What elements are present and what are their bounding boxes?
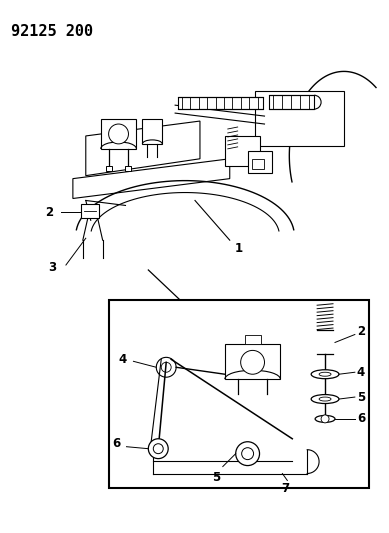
Ellipse shape bbox=[315, 415, 335, 422]
Text: 5: 5 bbox=[357, 391, 365, 403]
Bar bbox=[248, 151, 272, 173]
Ellipse shape bbox=[319, 372, 331, 376]
Text: 5: 5 bbox=[212, 471, 220, 483]
Circle shape bbox=[156, 357, 176, 377]
Bar bbox=[101, 119, 137, 149]
Text: 7: 7 bbox=[281, 482, 289, 496]
Bar bbox=[245, 335, 261, 344]
Circle shape bbox=[241, 350, 265, 374]
Text: 4: 4 bbox=[357, 366, 365, 379]
Circle shape bbox=[148, 439, 168, 458]
Text: 2: 2 bbox=[45, 206, 53, 219]
Circle shape bbox=[242, 448, 254, 459]
Bar bbox=[225, 344, 280, 379]
Text: 4: 4 bbox=[118, 353, 126, 366]
Bar bbox=[270, 95, 314, 109]
Bar bbox=[106, 166, 112, 171]
Circle shape bbox=[109, 124, 128, 144]
Bar bbox=[178, 97, 263, 109]
Bar bbox=[81, 205, 99, 219]
Text: 1: 1 bbox=[235, 241, 243, 255]
Polygon shape bbox=[86, 121, 200, 176]
Polygon shape bbox=[73, 159, 230, 198]
Text: 6: 6 bbox=[112, 437, 121, 450]
Text: 2: 2 bbox=[357, 325, 365, 338]
Circle shape bbox=[236, 442, 259, 465]
Text: 6: 6 bbox=[357, 413, 365, 425]
Bar bbox=[142, 119, 162, 144]
Bar bbox=[225, 136, 259, 166]
Bar bbox=[252, 159, 263, 169]
Ellipse shape bbox=[311, 394, 339, 403]
Text: 92125 200: 92125 200 bbox=[11, 24, 93, 39]
Ellipse shape bbox=[311, 370, 339, 378]
Bar bbox=[126, 166, 131, 171]
Text: 3: 3 bbox=[48, 262, 56, 274]
Circle shape bbox=[321, 415, 329, 423]
Circle shape bbox=[153, 444, 163, 454]
Circle shape bbox=[161, 362, 171, 372]
Ellipse shape bbox=[319, 397, 331, 401]
Bar bbox=[109, 300, 369, 488]
Bar bbox=[254, 91, 344, 146]
